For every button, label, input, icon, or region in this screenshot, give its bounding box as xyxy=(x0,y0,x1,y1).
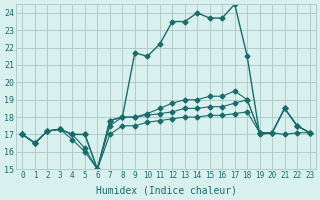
X-axis label: Humidex (Indice chaleur): Humidex (Indice chaleur) xyxy=(96,186,236,196)
